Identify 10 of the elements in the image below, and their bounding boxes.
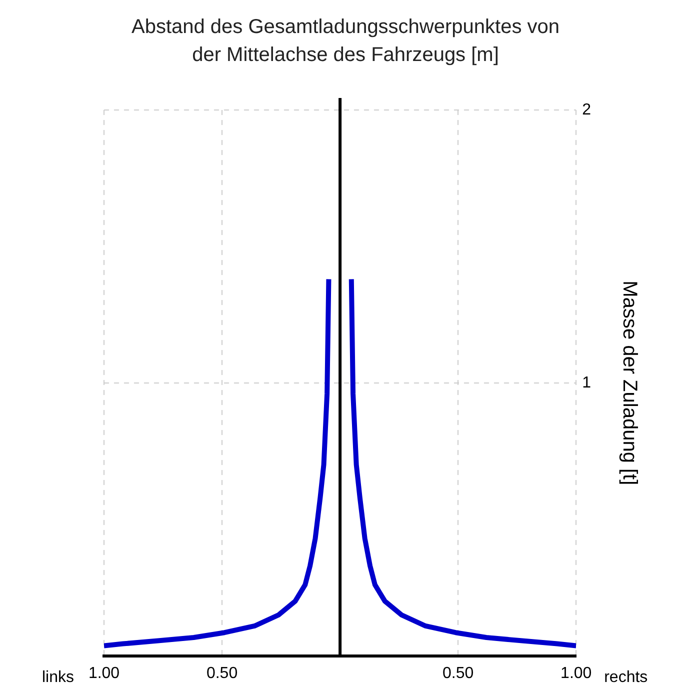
- text: links: [42, 669, 74, 686]
- x-tick-label: 0.50: [442, 664, 474, 682]
- chart-title: Abstand des Gesamtladungsschwerpunktes von der Mittelachse des Fahrzeugs [m]: [130, 15, 561, 68]
- y-tick-label: 1: [582, 374, 592, 392]
- x-tick-label: 1.00: [88, 664, 120, 682]
- text: rechts: [604, 669, 648, 686]
- x-tick-label: 0.50: [206, 664, 238, 682]
- y-tick-label: 2: [582, 101, 592, 118]
- y-axis-title: Masse der Zuladung [t]: [618, 280, 640, 486]
- x-tick-label: 1.00: [560, 664, 592, 682]
